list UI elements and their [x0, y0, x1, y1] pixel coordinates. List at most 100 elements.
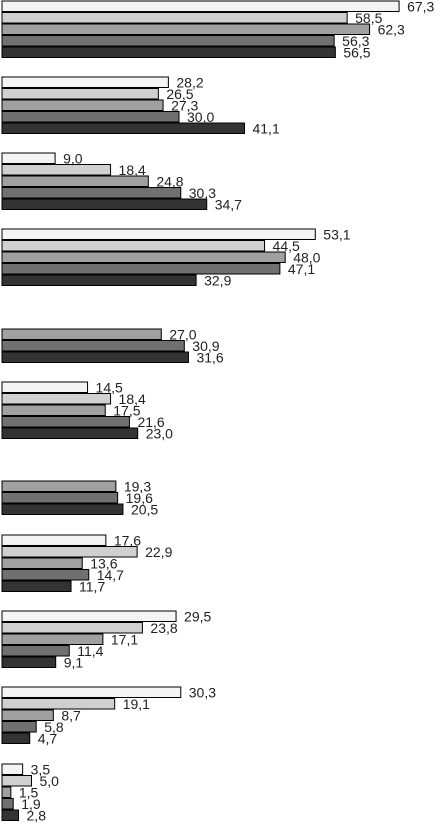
data-label-g4-s1: 53,1: [323, 227, 350, 243]
value-labels-layer: 67,3 28,2 9,0 53,1 14,5 17,6 29,5 30,3 3,5 58,5 26…: [19, 0, 435, 824]
bar-g10-s5: [1, 732, 31, 744]
bar-g10-s3: [1, 709, 54, 721]
data-label-g4-s2: 44,5: [273, 238, 300, 254]
data-label-g9-s1: 29,5: [184, 609, 211, 625]
bar-g4-s1: [1, 228, 316, 240]
bar-g1-s5: [1, 46, 336, 58]
data-label-g9-s2: 23,8: [150, 620, 177, 636]
data-label-g10-s2: 19,1: [123, 696, 150, 712]
data-label-g11-s2: 5,0: [40, 773, 60, 789]
data-label-g1-s3: 62,3: [378, 22, 405, 38]
data-label-g10-s3: 8,7: [61, 708, 81, 724]
data-label-g8-s2: 22,9: [145, 544, 172, 560]
bar-g2-s5: [1, 122, 245, 134]
data-label-g5-s5: 31,6: [196, 350, 223, 366]
bar-g4-s5: [1, 274, 197, 286]
bar-g10-s4: [1, 721, 37, 733]
bar-g1-s2: [1, 12, 348, 24]
data-label-g9-s4: 11,4: [77, 643, 103, 659]
bar-g2-s3: [1, 99, 164, 111]
bar-g7-s3: [1, 480, 117, 492]
bar-g11-s1: [1, 763, 24, 775]
data-label-g6-s5: 23,0: [146, 426, 173, 442]
data-label-g9-s5: 9,1: [64, 655, 84, 671]
bar-g11-s3: [1, 786, 12, 798]
bar-g10-s2: [1, 698, 116, 710]
bar-g5-s3: [1, 328, 162, 340]
data-label-g9-s3: 17,1: [111, 632, 138, 648]
data-label-g8-s4: 14,7: [97, 567, 124, 583]
bar-g1-s3: [1, 23, 371, 35]
bar-g4-s3: [1, 251, 286, 263]
bar-g5-s4: [1, 340, 185, 352]
bar-g7-s4: [1, 492, 119, 504]
bar-g9-s3: [1, 633, 104, 645]
bar-g11-s2: [1, 775, 32, 787]
data-label-g6-s4: 21,6: [137, 414, 164, 430]
data-label-g3-s2: 18,4: [119, 162, 146, 178]
data-label-g1-s2: 58,5: [355, 10, 382, 26]
bar-g6-s1: [1, 381, 89, 393]
data-label-g3-s1: 9,0: [63, 151, 83, 167]
bar-g8-s5: [1, 580, 72, 592]
bar-g9-s1: [1, 610, 177, 622]
bar-g2-s2: [1, 88, 159, 100]
data-label-g4-s4: 47,1: [288, 261, 315, 277]
data-label-g1-s5: 56,5: [343, 45, 370, 61]
data-label-g2-s5: 41,1: [252, 121, 279, 137]
bar-g4-s2: [1, 240, 266, 252]
bar-g11-s5: [1, 809, 20, 821]
bar-g9-s2: [1, 622, 143, 634]
data-label-g8-s1: 17,6: [114, 533, 141, 549]
data-label-g5-s3: 27,0: [169, 327, 196, 343]
bar-g2-s1: [1, 76, 169, 88]
data-label-g6-s1: 14,5: [96, 380, 123, 396]
data-label-g2-s4: 30,0: [187, 109, 214, 125]
data-label-g4-s5: 32,9: [204, 273, 231, 289]
data-label-g1-s1: 67,3: [407, 0, 434, 15]
data-label-g3-s5: 34,7: [215, 197, 242, 213]
data-label-g7-s4: 19,6: [126, 490, 153, 506]
data-label-g10-s5: 4,7: [38, 731, 58, 747]
data-label-g8-s3: 13,6: [90, 556, 117, 572]
bar-g6-s3: [1, 404, 106, 416]
bar-g4-s4: [1, 263, 281, 275]
data-label-g2-s1: 28,2: [176, 75, 203, 91]
data-label-g1-s4: 56,3: [342, 33, 369, 49]
bar-g6-s5: [1, 427, 139, 439]
bar-g3-s1: [1, 152, 56, 164]
data-label-g2-s2: 26,5: [166, 86, 193, 102]
bar-g1-s1: [1, 0, 400, 12]
bar-g10-s1: [1, 686, 182, 698]
bar-g6-s4: [1, 416, 130, 428]
bar-g9-s5: [1, 656, 57, 668]
bar-g8-s1: [1, 534, 107, 546]
data-label-g2-s3: 27,3: [171, 98, 198, 114]
data-label-g11-s1: 3,5: [31, 762, 51, 778]
bar-g8-s2: [1, 546, 138, 558]
data-label-g11-s3: 1,5: [19, 785, 39, 801]
data-label-g10-s4: 5,8: [44, 719, 64, 735]
data-label-g10-s1: 30,3: [189, 685, 216, 701]
bar-g9-s4: [1, 645, 70, 657]
data-label-g3-s3: 24,8: [156, 174, 183, 190]
bar-g7-s5: [1, 503, 124, 515]
bar-g8-s4: [1, 569, 90, 581]
bar-g11-s4: [1, 798, 14, 810]
bar-g3-s4: [1, 187, 182, 199]
bar-g8-s3: [1, 557, 83, 569]
bar-g3-s2: [1, 164, 112, 176]
data-label-g6-s2: 18,4: [119, 391, 146, 407]
data-label-g7-s5: 20,5: [131, 502, 158, 518]
bar-g3-s5: [1, 198, 208, 210]
data-label-g3-s4: 30,3: [189, 185, 216, 201]
bar-g1-s4: [1, 35, 335, 47]
data-label-g11-s4: 1,9: [21, 796, 41, 812]
data-label-g7-s3: 19,3: [124, 479, 151, 495]
bar-g2-s4: [1, 111, 180, 123]
bar-g6-s2: [1, 393, 112, 405]
bar-g5-s5: [1, 351, 189, 363]
data-label-g8-s5: 11,7: [79, 579, 105, 595]
bars-layer: [1, 0, 400, 821]
